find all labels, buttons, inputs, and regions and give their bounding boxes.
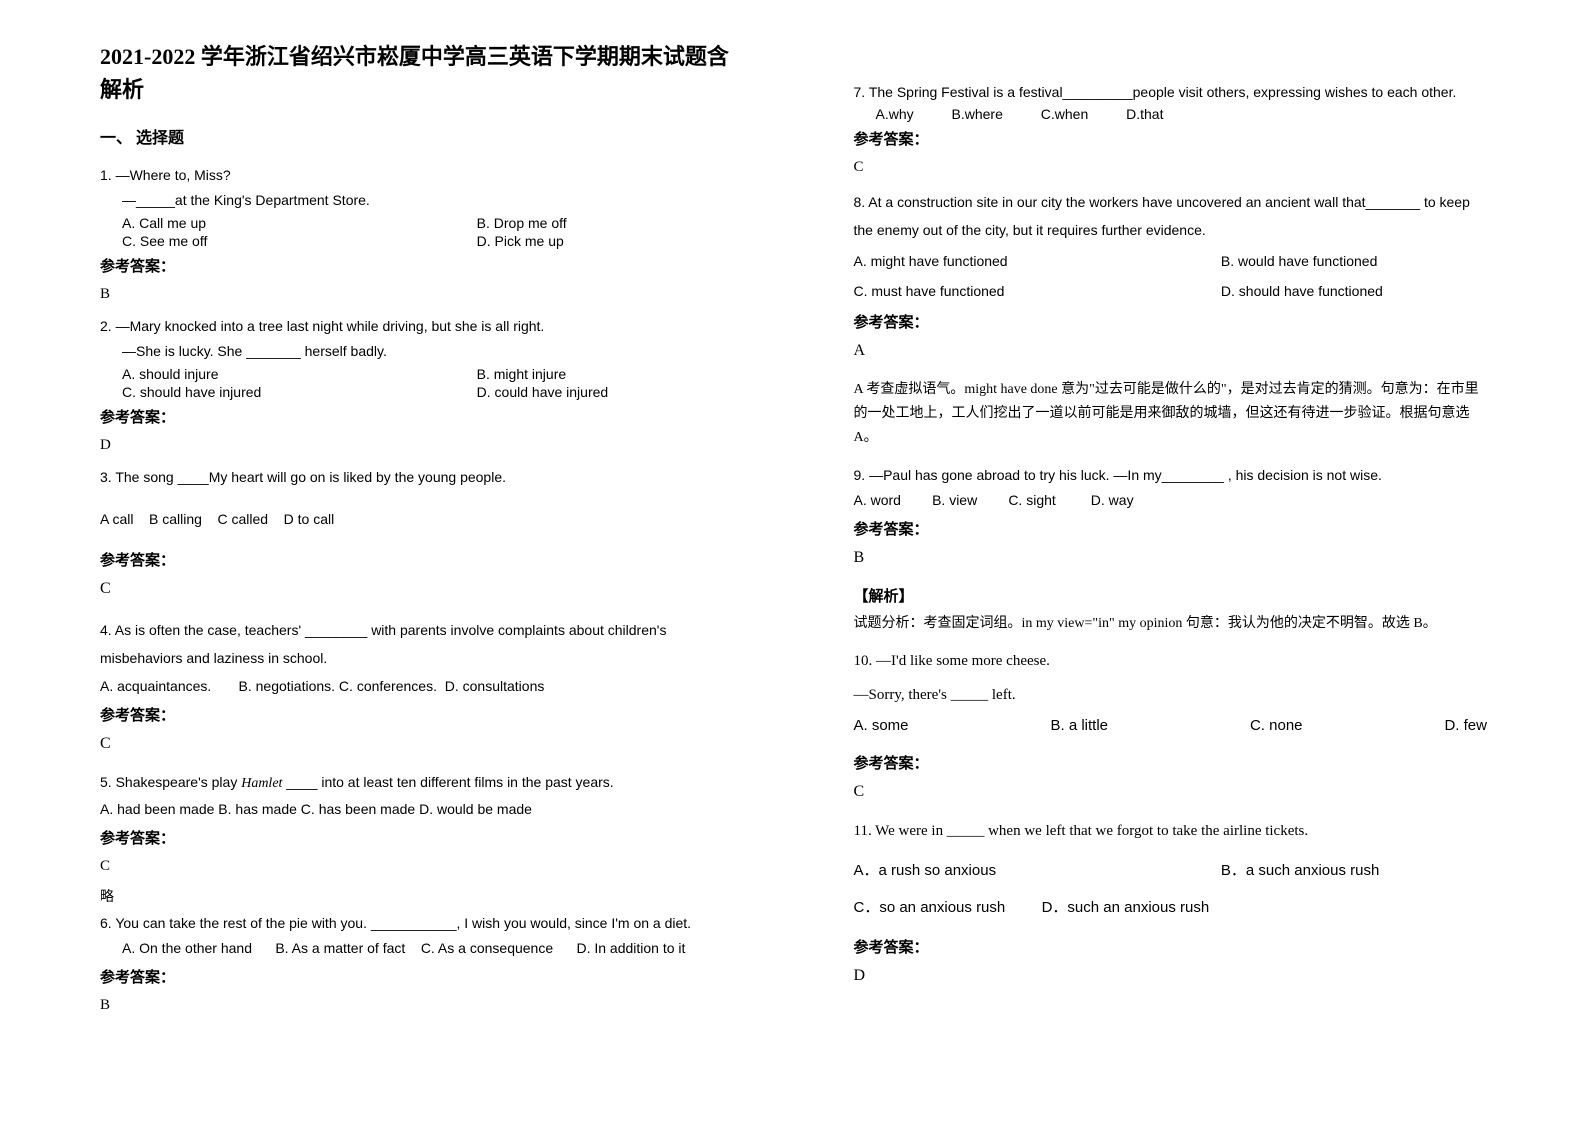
- q3-answer: C: [100, 580, 734, 598]
- ref-answer-label: 参考答案：: [100, 966, 734, 987]
- q1-stem-1: 1. —Where to, Miss?: [100, 164, 734, 186]
- q4-answer: C: [100, 735, 734, 753]
- q10-answer: C: [854, 783, 1488, 801]
- exam-page: 2021-2022 学年浙江省绍兴市崧厦中学高三英语下学期期末试题含解析 一、 …: [0, 0, 1587, 1122]
- q11-opt-b: B．a such anxious rush: [1221, 859, 1487, 880]
- q4-stem: 4. As is often the case, teachers' _____…: [100, 616, 734, 672]
- q2-opt-a: A. should injure: [122, 366, 477, 382]
- q5-stem-b: ____ into at least ten different films i…: [282, 774, 613, 790]
- ref-answer-label: 参考答案：: [854, 752, 1488, 773]
- q10-opt-b: B. a little: [1050, 717, 1108, 734]
- ref-answer-label: 参考答案：: [854, 311, 1488, 332]
- q11-opt-a: A．a rush so anxious: [854, 859, 1221, 880]
- q2-answer: D: [100, 437, 734, 454]
- q10-stem-1: 10. —I'd like some more cheese.: [854, 649, 1488, 673]
- q4-options: A. acquaintances. B. negotiations. C. co…: [100, 675, 734, 697]
- q3-stem: 3. The song ____My heart will go on is l…: [100, 466, 734, 488]
- q1-answer: B: [100, 286, 734, 303]
- ref-answer-label: 参考答案：: [100, 704, 734, 725]
- ref-answer-label: 参考答案：: [100, 549, 734, 570]
- q2-opt-b: B. might injure: [477, 366, 734, 382]
- q2-stem-2: —She is lucky. She _______ herself badly…: [100, 340, 734, 362]
- q9-explain: 试题分析：考查固定词组。in my view="in" my opinion 句…: [854, 612, 1488, 636]
- ref-answer-label: 参考答案：: [100, 827, 734, 848]
- q11-opts-cd: C．so an anxious rush D．such an anxious r…: [854, 896, 1488, 920]
- q1-opt-a: A. Call me up: [122, 215, 477, 231]
- q2-opt-d: D. could have injured: [477, 384, 734, 400]
- q11-opt-c: C．so an anxious rush: [854, 899, 1006, 916]
- q3-options: A call B calling C called D to call: [100, 508, 734, 530]
- q7-answer: C: [854, 159, 1488, 176]
- q11-stem: 11. We were in _____ when we left that w…: [854, 819, 1488, 843]
- left-column: 2021-2022 学年浙江省绍兴市崧厦中学高三英语下学期期末试题含解析 一、 …: [0, 0, 794, 1122]
- q6-answer: B: [100, 997, 734, 1014]
- q8-opt-a: A. might have functioned: [854, 247, 1221, 275]
- q5-stem: 5. Shakespeare's play Hamlet ____ into a…: [100, 771, 734, 795]
- q6-options: A. On the other hand B. As a matter of f…: [100, 937, 734, 959]
- q1-opt-b: B. Drop me off: [477, 215, 734, 231]
- q2-opt-c: C. should have injured: [122, 384, 477, 400]
- q10-opt-d: D. few: [1444, 717, 1487, 734]
- q10-opt-c: C. none: [1250, 717, 1303, 734]
- q1-opt-c: C. See me off: [122, 233, 477, 249]
- q5-answer: C: [100, 858, 734, 875]
- ref-answer-label: 参考答案：: [854, 518, 1488, 539]
- q5-stem-a: 5. Shakespeare's play: [100, 774, 241, 790]
- q10-opt-a: A. some: [854, 717, 909, 734]
- q7-opt-b: B.where: [952, 106, 1003, 122]
- q9-options: A. word B. view C. sight D. way: [854, 489, 1488, 511]
- q7-stem: 7. The Spring Festival is a festival____…: [854, 81, 1488, 103]
- q1-opt-d: D. Pick me up: [477, 233, 734, 249]
- q7-opt-d: D.that: [1126, 106, 1163, 122]
- q8-opt-b: B. would have functioned: [1221, 247, 1487, 275]
- q6-stem: 6. You can take the rest of the pie with…: [100, 912, 734, 934]
- q11-opt-d: D．such an anxious rush: [1042, 899, 1210, 916]
- ref-answer-label: 参考答案：: [100, 255, 734, 276]
- q8-stem: 8. At a construction site in our city th…: [854, 188, 1488, 244]
- q5-stem-italic: Hamlet: [241, 776, 282, 791]
- q8-opt-c: C. must have functioned: [854, 277, 1221, 305]
- q10-stem-2: —Sorry, there's _____ left.: [854, 683, 1488, 707]
- q7-options: A.why B.where C.when D.that: [876, 106, 1488, 122]
- q8-answer: A: [854, 342, 1488, 360]
- q7-opt-a: A.why: [876, 106, 914, 122]
- q10-options: A. some B. a little C. none D. few: [854, 717, 1488, 734]
- q8-opt-d: D. should have functioned: [1221, 277, 1487, 305]
- q5-options: A. had been made B. has made C. has been…: [100, 798, 734, 820]
- q9-explain-hdr: 【解析】: [854, 585, 1488, 606]
- q9-stem: 9. —Paul has gone abroad to try his luck…: [854, 464, 1488, 486]
- q7-opt-c: C.when: [1041, 106, 1088, 122]
- q1-stem-2: —_____at the King's Department Store.: [100, 189, 734, 211]
- q5-note: 略: [100, 887, 734, 909]
- q8-explain: A 考查虚拟语气。might have done 意为"过去可能是做什么的"，是…: [854, 378, 1488, 449]
- section-choice: 一、 选择题: [100, 124, 734, 148]
- ref-answer-label: 参考答案：: [100, 406, 734, 427]
- q2-stem-1: 2. —Mary knocked into a tree last night …: [100, 315, 734, 337]
- q11-answer: D: [854, 967, 1488, 985]
- exam-title: 2021-2022 学年浙江省绍兴市崧厦中学高三英语下学期期末试题含解析: [100, 40, 734, 106]
- ref-answer-label: 参考答案：: [854, 936, 1488, 957]
- q9-answer: B: [854, 549, 1488, 567]
- ref-answer-label: 参考答案：: [854, 128, 1488, 149]
- right-column: 7. The Spring Festival is a festival____…: [794, 0, 1587, 1122]
